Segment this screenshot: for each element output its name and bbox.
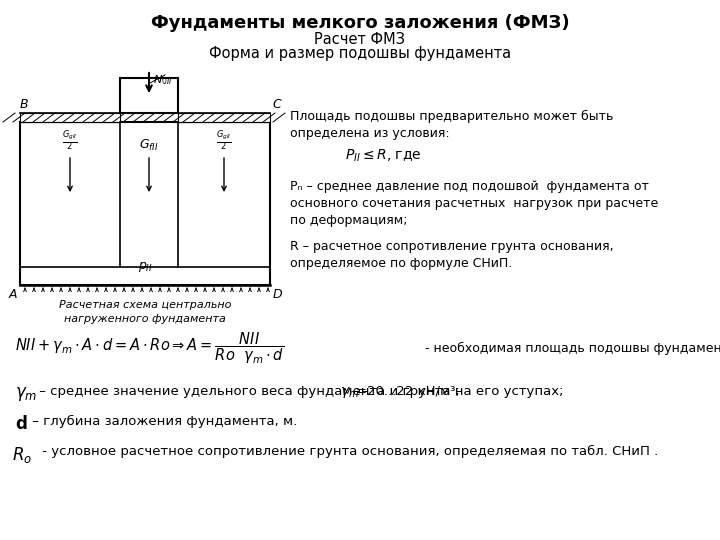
Text: $p_{II}$: $p_{II}$ bbox=[138, 260, 153, 274]
Text: $G_{fII}$: $G_{fII}$ bbox=[139, 138, 159, 153]
Text: B: B bbox=[20, 98, 29, 111]
Text: R – расчетное сопротивление грунта основания,
определяемое по формуле СНиП.: R – расчетное сопротивление грунта основ… bbox=[290, 240, 613, 270]
Text: Площадь подошвы предварительно может быть
определена из условия:: Площадь подошвы предварительно может быт… bbox=[290, 110, 613, 140]
Text: - условное расчетное сопротивление грунта основания, определяемая по табл. СНиП : - условное расчетное сопротивление грунт… bbox=[38, 445, 658, 458]
Text: D: D bbox=[273, 288, 283, 301]
Text: $R_o$: $R_o$ bbox=[12, 445, 32, 465]
Bar bbox=[20, 113, 120, 122]
Bar bbox=[20, 122, 270, 285]
Text: Фундаменты мелкого заложения (ФМЗ): Фундаменты мелкого заложения (ФМЗ) bbox=[150, 14, 570, 32]
Text: $\gamma_m$: $\gamma_m$ bbox=[15, 385, 37, 403]
Text: C: C bbox=[272, 98, 281, 111]
Text: – среднее значение удельного веса фундамента и грунта на его уступах;: – среднее значение удельного веса фундам… bbox=[35, 385, 568, 398]
Text: $NII + \gamma_m \cdot A \cdot d = A \cdot Ro \Rightarrow A = \dfrac{NII}{Ro \ \ : $NII + \gamma_m \cdot A \cdot d = A \cdo… bbox=[15, 330, 284, 366]
Text: $\gamma_m$: $\gamma_m$ bbox=[340, 385, 359, 400]
Text: $P_{II} \leq R$, где: $P_{II} \leq R$, где bbox=[345, 148, 422, 164]
Text: Pₙ – среднее давление под подошвой  фундамента от
основного сочетания расчетных : Pₙ – среднее давление под подошвой фунда… bbox=[290, 180, 658, 227]
Text: Расчетная схема центрально
нагруженного фундамента: Расчетная схема центрально нагруженного … bbox=[59, 300, 231, 324]
Bar bbox=[120, 78, 178, 113]
Text: Расчет ФМЗ: Расчет ФМЗ bbox=[315, 32, 405, 47]
Text: - необходимая площадь подошвы фундамента.: - необходимая площадь подошвы фундамента… bbox=[425, 341, 720, 355]
Text: =20...22 кН/м³;: =20...22 кН/м³; bbox=[356, 385, 460, 398]
Text: Форма и размер подошвы фундамента: Форма и размер подошвы фундамента bbox=[209, 46, 511, 61]
Text: $\frac{G_{gII}}{2}$: $\frac{G_{gII}}{2}$ bbox=[62, 129, 78, 153]
Text: $\mathbf{d}$: $\mathbf{d}$ bbox=[15, 415, 27, 433]
Text: A: A bbox=[9, 288, 17, 301]
Text: – глубина заложения фундамента, м.: – глубина заложения фундамента, м. bbox=[28, 415, 297, 428]
Text: $\frac{G_{gII}}{2}$: $\frac{G_{gII}}{2}$ bbox=[216, 129, 232, 153]
Bar bbox=[178, 113, 270, 122]
Text: $N_{0II}$: $N_{0II}$ bbox=[153, 73, 173, 87]
